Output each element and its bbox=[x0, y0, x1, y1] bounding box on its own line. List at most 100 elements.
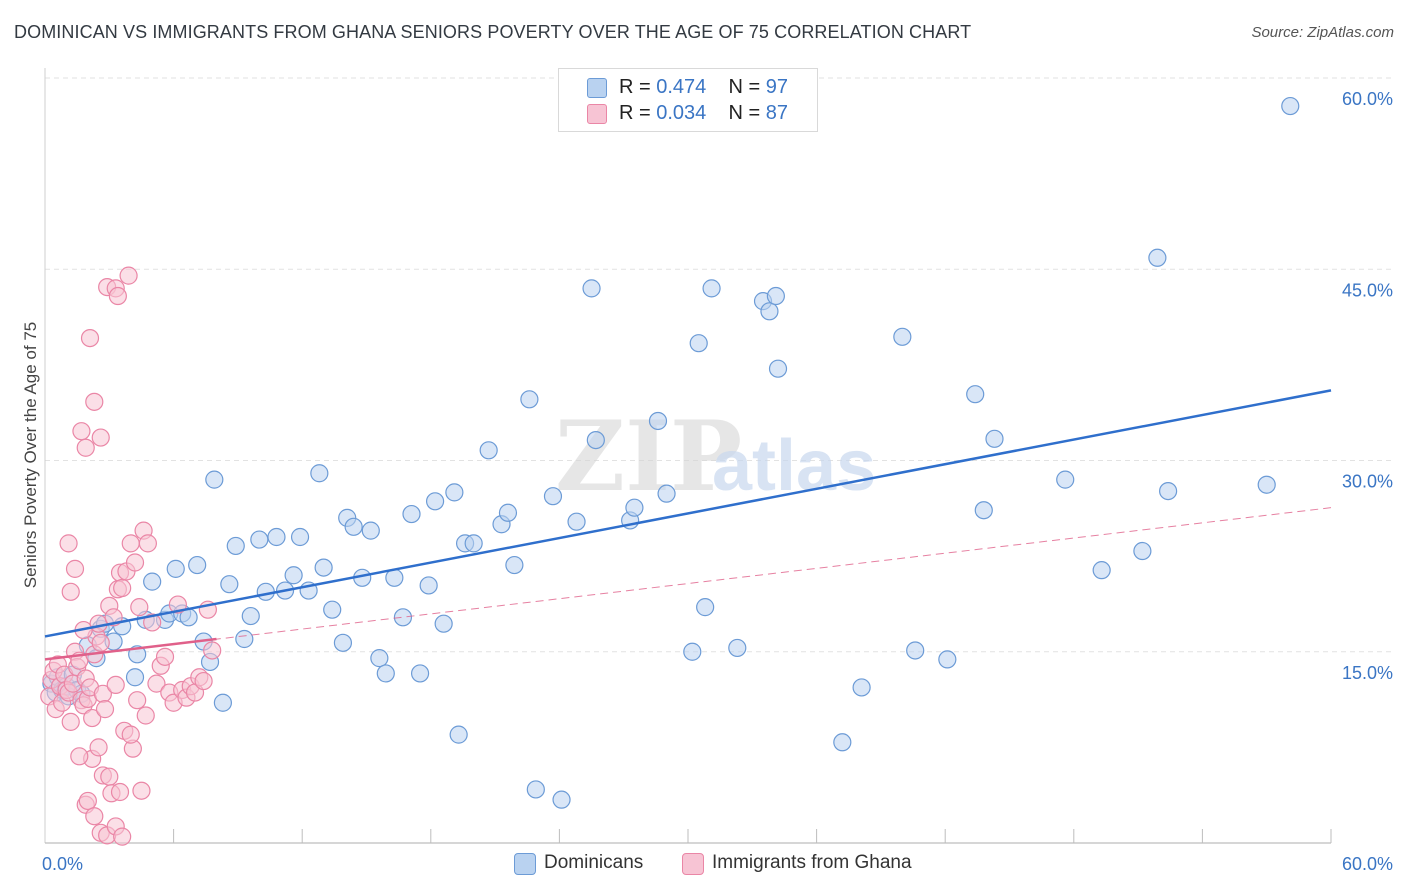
dominican-point bbox=[852, 678, 871, 697]
ghana-point bbox=[100, 767, 119, 786]
source-label: Source: ZipAtlas.com bbox=[1251, 24, 1394, 41]
ghana-point bbox=[106, 675, 125, 695]
dominican-point bbox=[760, 302, 779, 321]
dominican-point bbox=[906, 641, 925, 660]
y-tick-label: 60.0% bbox=[1342, 89, 1393, 109]
y-tick-label: 45.0% bbox=[1342, 280, 1393, 300]
legend-n-value: 97 bbox=[765, 76, 789, 98]
ghana-point bbox=[108, 286, 127, 306]
ghana-point bbox=[59, 534, 78, 553]
dominican-point bbox=[220, 575, 239, 594]
dominican-point bbox=[768, 359, 788, 378]
dominican-point bbox=[1148, 248, 1167, 267]
dominican-point bbox=[143, 572, 162, 591]
dominican-point bbox=[552, 790, 571, 809]
dominican-point bbox=[498, 503, 518, 522]
dominican-point bbox=[393, 608, 413, 627]
dominican-point bbox=[696, 598, 715, 617]
ghana-point bbox=[130, 598, 149, 617]
dominican-point bbox=[376, 664, 395, 683]
y-tick-label: 15.0% bbox=[1342, 663, 1393, 683]
dominican-point bbox=[250, 530, 269, 549]
ghana-point bbox=[143, 613, 162, 632]
dominican-point bbox=[567, 512, 586, 531]
dominican-point bbox=[728, 638, 747, 658]
watermark: ZIP atlas bbox=[555, 400, 876, 513]
dominican-point bbox=[582, 279, 601, 298]
ghana-point bbox=[91, 428, 110, 447]
legend-swatch-pink bbox=[587, 104, 607, 124]
dominican-point bbox=[893, 327, 912, 346]
dominican-point bbox=[314, 558, 333, 577]
dominican-point bbox=[974, 501, 993, 520]
dominican-point bbox=[323, 600, 342, 619]
dominican-point bbox=[464, 534, 483, 553]
ghana-point bbox=[72, 422, 91, 441]
dominican-point bbox=[543, 487, 563, 506]
x-tick-label: 0.0% bbox=[42, 854, 83, 874]
tick-labels: 15.0% 30.0% 45.0% 60.0% 0.0% 60.0% bbox=[42, 89, 1393, 874]
ghana-point bbox=[61, 712, 80, 731]
dominican-point bbox=[657, 484, 676, 503]
dominican-point bbox=[445, 483, 464, 502]
bottom-legend-label: Immigrants from Ghana bbox=[712, 852, 912, 873]
dominican-point bbox=[526, 780, 545, 799]
ghana-point bbox=[147, 674, 166, 693]
dominican-point bbox=[419, 576, 438, 595]
dominican-point bbox=[586, 431, 605, 450]
y-tick-label: 30.0% bbox=[1342, 472, 1393, 492]
x-tick-label: 60.0% bbox=[1342, 854, 1393, 874]
dominican-point bbox=[833, 733, 852, 752]
ghana-point bbox=[136, 706, 155, 725]
ghana-point bbox=[113, 827, 132, 846]
bottom-legend-swatch-blue bbox=[514, 853, 536, 875]
dominican-point bbox=[213, 693, 232, 712]
dominican-point bbox=[985, 429, 1004, 448]
legend-r-label: R = bbox=[619, 76, 651, 98]
ghana-point bbox=[78, 791, 97, 811]
dominican-point bbox=[683, 642, 702, 661]
dominican-point bbox=[1056, 470, 1075, 489]
ghana-point bbox=[113, 578, 132, 598]
ghana-point bbox=[65, 559, 85, 578]
ghana-trend-extension bbox=[44, 507, 1332, 660]
dominican-point bbox=[125, 668, 145, 687]
dominican-point bbox=[520, 390, 539, 409]
legend-r-label: R = bbox=[619, 102, 651, 124]
dominican-point bbox=[1159, 482, 1178, 501]
dominican-point bbox=[310, 464, 329, 483]
dominican-point bbox=[333, 633, 353, 652]
ghana-point bbox=[80, 329, 100, 348]
dominican-point bbox=[505, 555, 524, 575]
dominican-point bbox=[434, 614, 453, 633]
dominican-point bbox=[166, 559, 185, 578]
dominican-point bbox=[361, 521, 380, 540]
ghana-point bbox=[85, 807, 104, 826]
legend-n-label: N = bbox=[728, 102, 761, 124]
ghana-point bbox=[121, 725, 140, 744]
bottom-legend-label: Dominicans bbox=[544, 852, 644, 873]
ghana-point bbox=[83, 708, 102, 728]
dominicans-trend-line bbox=[44, 389, 1332, 638]
legend-r-value: 0.034 bbox=[656, 102, 707, 124]
ghana-point bbox=[132, 781, 151, 800]
dominican-point bbox=[290, 527, 310, 547]
ghana-point bbox=[194, 671, 213, 691]
dominican-point bbox=[1281, 96, 1300, 116]
grid-lines bbox=[45, 77, 1392, 653]
ghana-point bbox=[125, 553, 145, 572]
legend-n-label: N = bbox=[728, 76, 761, 98]
dominican-point bbox=[370, 649, 389, 668]
dominican-point bbox=[235, 629, 254, 649]
ghana-point bbox=[138, 534, 157, 553]
dominican-point bbox=[226, 536, 245, 556]
dominican-point bbox=[344, 517, 363, 536]
dominican-point bbox=[449, 725, 468, 744]
dominican-point bbox=[402, 504, 421, 524]
dominican-point bbox=[205, 470, 224, 489]
axes bbox=[44, 68, 1332, 844]
ghana-point bbox=[155, 647, 175, 666]
dominican-point bbox=[479, 441, 498, 460]
dominican-point bbox=[1133, 541, 1152, 561]
ghana-point bbox=[121, 534, 140, 553]
